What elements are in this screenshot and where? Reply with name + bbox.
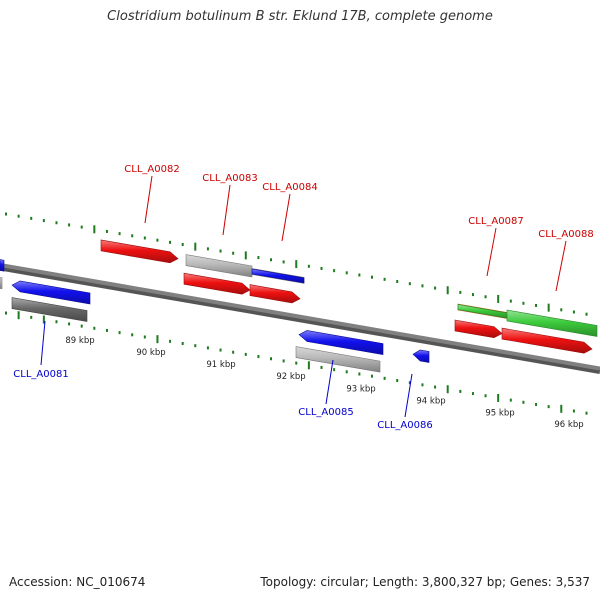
gene-label-leader	[325, 359, 334, 405]
gene-label[interactable]: CLL_A0084	[262, 182, 317, 193]
genome-backbone	[0, 263, 600, 371]
scale-label: 93 kbp	[346, 384, 375, 394]
gene-label[interactable]: CLL_A0086	[377, 420, 432, 431]
genome-backbone-shadow	[0, 264, 600, 374]
gene-bar-cll-a0081-lower[interactable]	[11, 297, 88, 322]
gene-label-leader	[40, 320, 46, 366]
gene-bar-cll-a0088[interactable]	[501, 327, 593, 354]
gene-bar-cll-a0081[interactable]	[11, 280, 91, 305]
scale-label: 90 kbp	[136, 348, 165, 358]
gene-bar-cll-a0085-lower[interactable]	[295, 346, 381, 373]
gene-bar-cll-a0086[interactable]	[412, 349, 430, 363]
scale-label: 94 kbp	[416, 396, 445, 406]
gene-label-leader	[222, 184, 231, 236]
gene-label[interactable]: CLL_A0088	[538, 229, 593, 240]
lower-scale-ticks	[5, 311, 588, 415]
gene-bar-cll-a0084[interactable]	[249, 284, 301, 304]
gene-label-leader	[404, 373, 413, 418]
gene-label[interactable]: CLL_A0087	[468, 216, 523, 227]
gene-bar-cll-a0085[interactable]	[298, 330, 384, 355]
scale-label: 92 kbp	[276, 372, 305, 382]
scale-label: 95 kbp	[485, 408, 514, 418]
gene-bar-cll-a0088-upper[interactable]	[506, 309, 598, 337]
gene-bar-cll-a0087[interactable]	[454, 319, 503, 339]
gene-bar-cll-a0083[interactable]	[183, 272, 251, 295]
accession-text: Accession: NC_010674	[9, 575, 146, 589]
scale-label: 96 kbp	[554, 420, 583, 430]
gene-label[interactable]: CLL_A0085	[298, 407, 353, 418]
scale-label: 91 kbp	[206, 360, 235, 370]
gene-bar-partial[interactable]	[0, 259, 5, 272]
scale-label: 89 kbp	[65, 336, 94, 346]
genome-summary-text: Topology: circular; Length: 3,800,327 bp…	[260, 575, 590, 589]
gene-bar-partial-gray[interactable]	[0, 277, 3, 290]
gene-label-leader	[144, 175, 153, 224]
gene-bar-cll-a0084-blue[interactable]	[251, 268, 305, 284]
gene-label-leader	[486, 227, 497, 277]
gene-label[interactable]: CLL_A0081	[13, 369, 68, 380]
gene-label[interactable]: CLL_A0083	[202, 173, 257, 184]
gene-bar-cll-a0082[interactable]	[100, 239, 179, 264]
gene-label[interactable]: CLL_A0082	[124, 164, 179, 175]
genome-title: Clostridium botulinum B str. Eklund 17B,…	[107, 9, 493, 24]
upper-scale-ticks	[5, 212, 588, 316]
gene-label-leader	[555, 240, 567, 292]
gene-label-leader	[281, 193, 291, 242]
gene-bar-cll-a0083-upper[interactable]	[185, 254, 253, 278]
